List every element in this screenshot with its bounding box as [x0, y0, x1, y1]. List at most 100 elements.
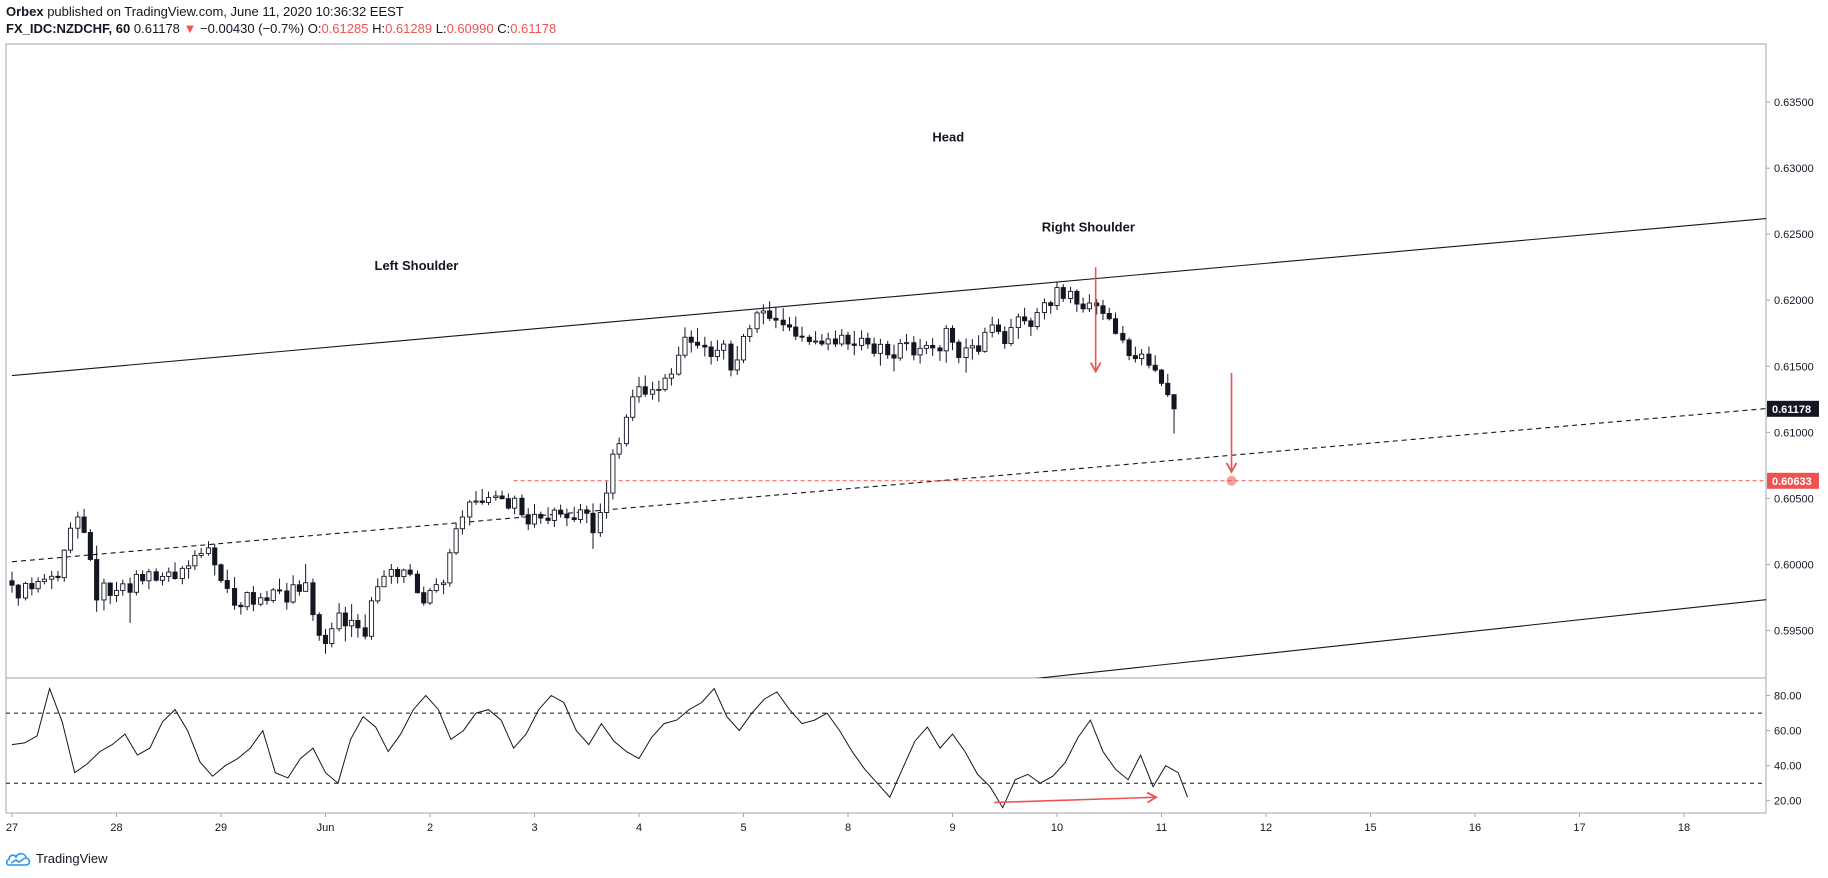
- candle-body: [688, 336, 694, 343]
- candle: [192, 550, 198, 571]
- candle-body: [310, 582, 316, 616]
- candle-body: [120, 583, 126, 591]
- candle: [9, 571, 15, 593]
- publish-info: Orbex published on TradingView.com, June…: [6, 4, 404, 19]
- candle-body: [793, 326, 799, 337]
- time-axis-label: 29: [215, 822, 227, 834]
- candle-body: [107, 582, 113, 596]
- candle: [923, 341, 929, 355]
- candle-body: [1165, 382, 1171, 396]
- candle: [1086, 294, 1092, 313]
- candle-body: [584, 509, 590, 514]
- candle-body: [336, 612, 342, 630]
- price-axis-label: 0.62000: [1774, 295, 1814, 307]
- candle: [590, 503, 596, 549]
- candle-body: [355, 619, 361, 629]
- high-label: H:: [372, 21, 386, 36]
- candle-body: [813, 340, 819, 343]
- candle: [819, 334, 825, 347]
- candle-body: [322, 634, 329, 644]
- candle: [329, 622, 335, 648]
- symbol-legend: FX_IDC:NZDCHF, 60 0.61178 ▼ −0.00430 (−0…: [6, 21, 556, 36]
- candle-body: [284, 590, 290, 603]
- candle-body: [49, 575, 55, 580]
- price-axis-label: 0.60000: [1774, 559, 1814, 571]
- candle: [1146, 346, 1152, 369]
- candle: [146, 568, 152, 590]
- candle: [166, 567, 172, 582]
- candle-body: [851, 343, 857, 346]
- candle-body: [166, 571, 172, 577]
- candle-body: [937, 347, 943, 352]
- candle-body: [441, 582, 447, 586]
- candle: [650, 381, 656, 400]
- candle-body: [499, 495, 505, 500]
- candle: [81, 508, 87, 534]
- candle: [531, 504, 538, 528]
- candle-body: [1139, 353, 1145, 360]
- candle: [976, 335, 982, 355]
- candle: [1126, 337, 1132, 361]
- candle-body: [368, 600, 375, 637]
- candle-body: [414, 573, 421, 594]
- candle: [1054, 281, 1060, 311]
- candle-body: [963, 347, 969, 359]
- candle-body: [349, 619, 355, 627]
- candle: [851, 330, 857, 356]
- candle-body: [362, 627, 368, 637]
- candle-body: [192, 554, 198, 567]
- chart-canvas[interactable]: Left Shoulder Head Right Shoulder 0.63500 0.…: [0, 0, 1828, 845]
- candle: [159, 572, 166, 586]
- candle: [584, 505, 590, 524]
- candle: [1080, 297, 1086, 313]
- candle-body: [995, 324, 1002, 332]
- time-axis-label: 16: [1469, 822, 1481, 834]
- candle-body: [923, 344, 929, 349]
- candle-body: [395, 568, 401, 578]
- candle: [538, 511, 544, 524]
- candle-body: [485, 497, 492, 503]
- brand-text[interactable]: TradingView: [36, 851, 108, 866]
- candle-body: [1146, 353, 1152, 366]
- pattern-label: Right Shoulder: [1042, 220, 1135, 235]
- candle: [564, 508, 570, 527]
- candle-body: [270, 589, 276, 601]
- candle: [316, 612, 322, 641]
- candle-body: [871, 343, 877, 354]
- time-axis-label: 10: [1051, 822, 1063, 834]
- candle: [1015, 313, 1021, 339]
- candle: [1152, 355, 1158, 373]
- candle: [441, 579, 447, 595]
- candle: [310, 578, 316, 621]
- price-axis-label: 0.62500: [1774, 229, 1814, 241]
- price-axis-label: 0.61000: [1774, 427, 1814, 439]
- candle-body: [694, 341, 701, 346]
- candle-body: [969, 345, 975, 349]
- candle: [1002, 326, 1008, 349]
- candle: [75, 511, 81, 539]
- candle: [676, 346, 682, 376]
- candle-body: [917, 347, 923, 356]
- candle-body: [264, 597, 270, 601]
- publisher-name[interactable]: Orbex: [6, 4, 44, 19]
- candle: [642, 375, 648, 397]
- candle: [969, 339, 975, 360]
- candle-body: [87, 531, 93, 560]
- candle: [545, 507, 551, 525]
- candle-body: [1152, 364, 1158, 371]
- candle: [186, 560, 192, 579]
- candle-body: [650, 389, 656, 395]
- divergence-arrow: [994, 791, 1159, 804]
- candle-body: [427, 590, 433, 604]
- candle-body: [1132, 355, 1138, 360]
- candle: [754, 310, 760, 333]
- candle: [832, 330, 839, 347]
- candle: [995, 318, 1002, 335]
- osc-axis-label: 80.00: [1774, 691, 1802, 703]
- candle: [479, 488, 485, 505]
- candle: [1100, 299, 1106, 321]
- candle: [1041, 298, 1048, 320]
- candle-body: [982, 331, 988, 352]
- candle-body: [250, 592, 256, 605]
- candle: [35, 577, 41, 593]
